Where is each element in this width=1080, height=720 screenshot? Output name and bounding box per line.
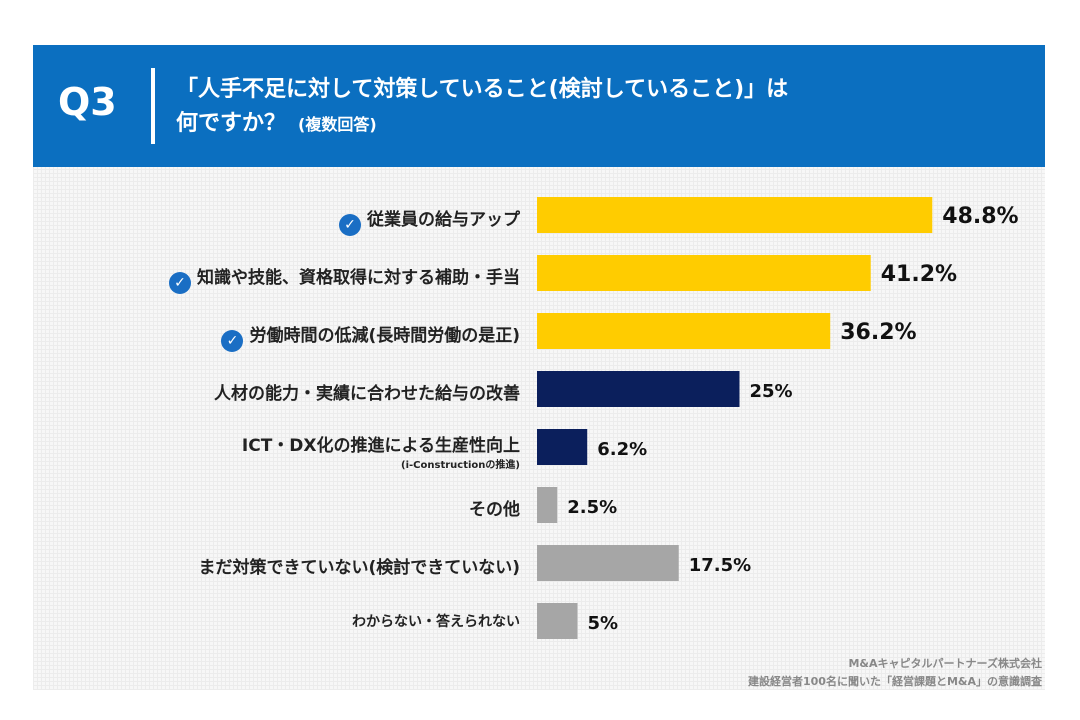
- bar-3: [537, 313, 831, 349]
- data-label-7: 17.5%: [689, 555, 751, 576]
- category-label-6: その他: [469, 495, 520, 520]
- bar-4: [537, 371, 740, 407]
- checkmark-icon: ✓: [221, 330, 244, 352]
- footer-survey: 建設経営者100名に聞いた「経営課題とM&A」の意識調査: [747, 675, 1042, 688]
- bar-1: [537, 197, 933, 233]
- question-title-line1: 「人手不足に対して対策していること(検討していること)」は: [176, 77, 789, 102]
- question-title-line2: 何ですか？: [176, 111, 287, 136]
- bar-2: [537, 255, 871, 291]
- category-label-2: ✓ 知識や技能、資格取得に対する補助・手当: [169, 263, 520, 294]
- data-label-5: 6.2%: [597, 439, 647, 460]
- question-title: 「人手不足に対して対策していること(検討していること)」は 何ですか？ (複数回答…: [176, 73, 976, 142]
- category-text: 労働時間の低減(長時間労働の是正): [249, 326, 520, 346]
- question-number: Q3: [58, 80, 117, 124]
- checkmark-icon: ✓: [169, 272, 191, 294]
- data-label-2: 41.2%: [881, 262, 957, 287]
- bar-6: [537, 487, 558, 523]
- footer-company: M&Aキャピタルパートナーズ株式会社: [848, 657, 1042, 670]
- data-label-4: 25%: [750, 381, 793, 402]
- category-text: まだ対策できていない(検討できていない): [198, 558, 520, 578]
- category-text: 知識や技能、資格取得に対する補助・手当: [197, 268, 520, 288]
- bar-7: [537, 545, 679, 581]
- category-text: 従業員の給与アップ: [367, 210, 520, 230]
- category-label-7: まだ対策できていない(検討できていない): [198, 553, 520, 578]
- question-header: [33, 45, 1045, 167]
- category-note-5: (i-Constructionの推進): [401, 460, 520, 471]
- data-label-1: 48.8%: [942, 204, 1018, 229]
- category-label-4: 人材の能力・実績に合わせた給与の改善: [214, 379, 520, 404]
- category-text: その他: [469, 500, 520, 520]
- bar-5: [537, 429, 588, 465]
- category-label-8: わからない・答えられない: [352, 611, 520, 631]
- category-label-3: ✓ 労働時間の低減(長時間労働の是正): [221, 321, 520, 352]
- category-label-5: ICT・DX化の推進による生産性向上: [242, 431, 520, 456]
- category-text: 人材の能力・実績に合わせた給与の改善: [214, 384, 520, 404]
- data-label-3: 36.2%: [840, 320, 916, 345]
- category-text: ICT・DX化の推進による生産性向上: [241, 436, 520, 456]
- header-divider: [151, 68, 155, 144]
- checkmark-icon: ✓: [339, 214, 361, 236]
- category-label-1: ✓ 従業員の給与アップ: [339, 205, 520, 236]
- bar-8: [537, 603, 578, 639]
- category-text: わからない・答えられない: [352, 614, 520, 630]
- data-label-6: 2.5%: [567, 497, 617, 518]
- data-label-8: 5%: [588, 613, 619, 634]
- question-note: (複数回答): [298, 115, 377, 134]
